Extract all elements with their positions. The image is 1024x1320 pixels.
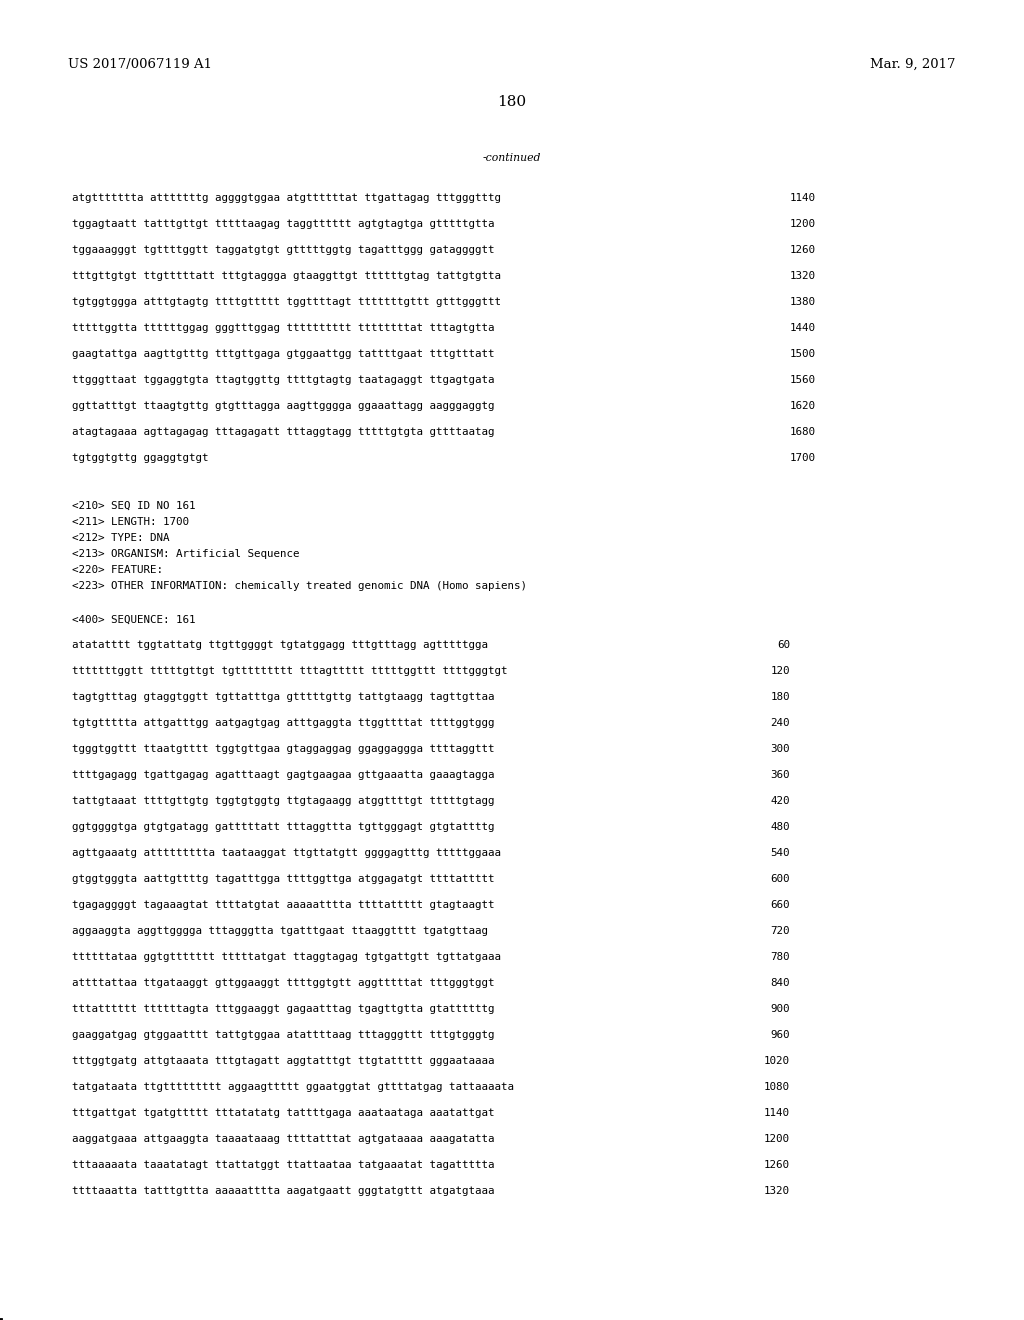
Text: tgtggtgttg ggaggtgtgt: tgtggtgttg ggaggtgtgt [72,453,209,463]
Text: 960: 960 [770,1030,790,1040]
Text: <220> FEATURE:: <220> FEATURE: [72,565,163,576]
Text: 1200: 1200 [764,1134,790,1144]
Text: 1260: 1260 [790,246,816,255]
Text: atatatttt tggtattatg ttgttggggt tgtatggagg tttgtttagg agtttttgga: atatatttt tggtattatg ttgttggggt tgtatgga… [72,640,488,649]
Text: ggtggggtga gtgtgatagg gatttttatt tttaggttta tgttgggagt gtgtattttg: ggtggggtga gtgtgatagg gatttttatt tttaggt… [72,822,495,832]
Text: tttatttttt ttttttagta tttggaaggt gagaatttag tgagttgtta gtattttttg: tttatttttt ttttttagta tttggaaggt gagaatt… [72,1005,495,1014]
Text: atagtagaaa agttagagag tttagagatt tttaggtagg tttttgtgta gttttaatag: atagtagaaa agttagagag tttagagatt tttaggt… [72,426,495,437]
Text: 600: 600 [770,874,790,884]
Text: tattgtaaat ttttgttgtg tggtgtggtg ttgtagaagg atggttttgt tttttgtagg: tattgtaaat ttttgttgtg tggtgtggtg ttgtaga… [72,796,495,807]
Text: tttaaaaata taaatatagt ttattatggt ttattaataa tatgaaatat tagattttta: tttaaaaata taaatatagt ttattatggt ttattaa… [72,1160,495,1170]
Text: 180: 180 [770,692,790,702]
Text: tggagtaatt tatttgttgt tttttaagag taggtttttt agtgtagtga gtttttgtta: tggagtaatt tatttgttgt tttttaagag taggttt… [72,219,495,228]
Text: Mar. 9, 2017: Mar. 9, 2017 [870,58,956,71]
Text: aggaaggta aggttgggga tttagggtta tgatttgaat ttaaggtttt tgatgttaag: aggaaggta aggttgggga tttagggtta tgatttga… [72,927,488,936]
Text: 900: 900 [770,1005,790,1014]
Text: US 2017/0067119 A1: US 2017/0067119 A1 [68,58,212,71]
Text: ttgggttaat tggaggtgta ttagtggttg ttttgtagtg taatagaggt ttgagtgata: ttgggttaat tggaggtgta ttagtggttg ttttgta… [72,375,495,385]
Text: ttttaaatta tatttgttta aaaaatttta aagatgaatt gggtatgttt atgatgtaaa: ttttaaatta tatttgttta aaaaatttta aagatga… [72,1185,495,1196]
Text: tttgttgtgt ttgtttttatt tttgtaggga gtaaggttgt ttttttgtag tattgtgtta: tttgttgtgt ttgtttttatt tttgtaggga gtaagg… [72,271,501,281]
Text: 420: 420 [770,796,790,807]
Text: <223> OTHER INFORMATION: chemically treated genomic DNA (Homo sapiens): <223> OTHER INFORMATION: chemically trea… [72,581,527,591]
Text: 780: 780 [770,952,790,962]
Text: tttttttggtt tttttgttgt tgttttttttt tttagttttt tttttggttt ttttgggtgt: tttttttggtt tttttgttgt tgttttttttt tttag… [72,667,508,676]
Text: attttattaa ttgataaggt gttggaaggt ttttggtgtt aggtttttat tttgggtggt: attttattaa ttgataaggt gttggaaggt ttttggt… [72,978,495,987]
Text: 1560: 1560 [790,375,816,385]
Text: 720: 720 [770,927,790,936]
Text: 120: 120 [770,667,790,676]
Text: 1380: 1380 [790,297,816,308]
Text: 300: 300 [770,744,790,754]
Text: tatgataata ttgttttttttt aggaagttttt ggaatggtat gttttatgag tattaaaata: tatgataata ttgttttttttt aggaagttttt ggaa… [72,1082,514,1092]
Text: 240: 240 [770,718,790,729]
Text: 1500: 1500 [790,348,816,359]
Text: 540: 540 [770,847,790,858]
Text: ttttgagagg tgattgagag agatttaagt gagtgaagaa gttgaaatta gaaagtagga: ttttgagagg tgattgagag agatttaagt gagtgaa… [72,770,495,780]
Text: ttttttataa ggtgttttttt tttttatgat ttaggtagag tgtgattgtt tgttatgaaa: ttttttataa ggtgttttttt tttttatgat ttaggt… [72,952,501,962]
Text: <211> LENGTH: 1700: <211> LENGTH: 1700 [72,517,189,527]
Text: tgggtggttt ttaatgtttt tggtgttgaa gtaggaggag ggaggaggga ttttaggttt: tgggtggttt ttaatgtttt tggtgttgaa gtaggag… [72,744,495,754]
Text: 480: 480 [770,822,790,832]
Text: tttggtgatg attgtaaata tttgtagatt aggtatttgt ttgtattttt gggaataaaa: tttggtgatg attgtaaata tttgtagatt aggtatt… [72,1056,495,1067]
Text: gaagtattga aagttgtttg tttgttgaga gtggaattgg tattttgaat tttgtttatt: gaagtattga aagttgtttg tttgttgaga gtggaat… [72,348,495,359]
Text: <210> SEQ ID NO 161: <210> SEQ ID NO 161 [72,502,196,511]
Text: 1680: 1680 [790,426,816,437]
Text: 1140: 1140 [790,193,816,203]
Text: 1320: 1320 [790,271,816,281]
Text: tagtgtttag gtaggtggtt tgttatttga gtttttgttg tattgtaagg tagttgttaa: tagtgtttag gtaggtggtt tgttatttga gtttttg… [72,692,495,702]
Text: tgagaggggt tagaaagtat ttttatgtat aaaaatttta ttttattttt gtagtaagtt: tgagaggggt tagaaagtat ttttatgtat aaaaatt… [72,900,495,909]
Text: <400> SEQUENCE: 161: <400> SEQUENCE: 161 [72,615,196,624]
Text: 360: 360 [770,770,790,780]
Text: <212> TYPE: DNA: <212> TYPE: DNA [72,533,170,543]
Text: tttgattgat tgatgttttt tttatatatg tattttgaga aaataataga aaatattgat: tttgattgat tgatgttttt tttatatatg tattttg… [72,1107,495,1118]
Text: 1700: 1700 [790,453,816,463]
Text: -continued: -continued [482,153,542,162]
Text: 1620: 1620 [790,401,816,411]
Text: 1020: 1020 [764,1056,790,1067]
Text: ggttatttgt ttaagtgttg gtgtttagga aagttgggga ggaaattagg aagggaggtg: ggttatttgt ttaagtgttg gtgtttagga aagttgg… [72,401,495,411]
Text: <213> ORGANISM: Artificial Sequence: <213> ORGANISM: Artificial Sequence [72,549,299,558]
Text: 1320: 1320 [764,1185,790,1196]
Text: 180: 180 [498,95,526,110]
Text: agttgaaatg attttttttta taataaggat ttgttatgtt ggggagtttg tttttggaaa: agttgaaatg attttttttta taataaggat ttgtta… [72,847,501,858]
Text: tttttggtta ttttttggag gggtttggag tttttttttt ttttttttat tttagtgtta: tttttggtta ttttttggag gggtttggag ttttttt… [72,323,495,333]
Text: gaaggatgag gtggaatttt tattgtggaa atattttaag tttagggttt tttgtgggtg: gaaggatgag gtggaatttt tattgtggaa atatttt… [72,1030,495,1040]
Text: 840: 840 [770,978,790,987]
Text: tggaaagggt tgttttggtt taggatgtgt gtttttggtg tagatttggg gataggggtt: tggaaagggt tgttttggtt taggatgtgt gtttttg… [72,246,495,255]
Text: atgttttttta atttttttg aggggtggaa atgttttttat ttgattagag tttgggtttg: atgttttttta atttttttg aggggtggaa atgtttt… [72,193,501,203]
Text: 1440: 1440 [790,323,816,333]
Text: 1200: 1200 [790,219,816,228]
Text: 60: 60 [777,640,790,649]
Text: aaggatgaaa attgaaggta taaaataaag ttttatttat agtgataaaa aaagatatta: aaggatgaaa attgaaggta taaaataaag ttttatt… [72,1134,495,1144]
Text: 660: 660 [770,900,790,909]
Text: tgtgttttta attgatttgg aatgagtgag atttgaggta ttggttttat ttttggtggg: tgtgttttta attgatttgg aatgagtgag atttgag… [72,718,495,729]
Text: gtggtgggta aattgttttg tagatttgga ttttggttga atggagatgt ttttattttt: gtggtgggta aattgttttg tagatttgga ttttggt… [72,874,495,884]
Text: tgtggtggga atttgtagtg ttttgttttt tggttttagt tttttttgttt gtttgggttt: tgtggtggga atttgtagtg ttttgttttt tggtttt… [72,297,501,308]
Text: 1140: 1140 [764,1107,790,1118]
Text: 1260: 1260 [764,1160,790,1170]
Text: 1080: 1080 [764,1082,790,1092]
